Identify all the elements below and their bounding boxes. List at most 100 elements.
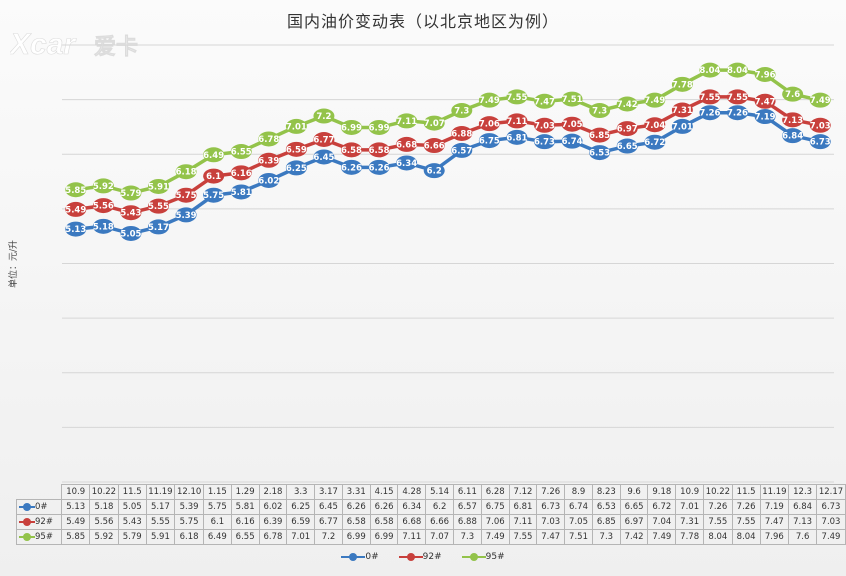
data-point <box>478 116 500 132</box>
x-tick-label: 6.11 <box>453 484 482 500</box>
data-label: 7.2 <box>316 112 331 122</box>
data-point <box>175 164 197 180</box>
table-cell: 6.39 <box>258 514 288 530</box>
data-label: 5.39 <box>176 211 197 221</box>
table-cell: 6.16 <box>230 514 260 530</box>
data-label: 6.65 <box>617 142 638 152</box>
table-cell: 7.31 <box>675 514 705 530</box>
data-point <box>423 163 445 179</box>
data-point <box>561 91 583 107</box>
data-point <box>203 187 225 203</box>
x-tick-label: 1.15 <box>202 484 232 500</box>
x-tick-label: 11.5 <box>731 484 761 500</box>
series-row-label: 0# <box>15 499 63 515</box>
data-label: 8.04 <box>727 66 748 76</box>
data-label: 6.84 <box>782 132 803 142</box>
data-label: 7.55 <box>506 93 527 103</box>
data-point <box>561 116 583 132</box>
series-points <box>65 62 831 241</box>
data-label: 5.75 <box>176 191 197 201</box>
logo-cn: 爱卡 <box>94 35 138 60</box>
data-label: 5.81 <box>231 188 252 198</box>
data-label: 6.74 <box>562 137 583 147</box>
data-label: 5.43 <box>120 209 141 219</box>
data-point <box>285 118 307 134</box>
data-point <box>644 117 666 133</box>
table-cell: 6.84 <box>788 499 817 515</box>
data-point <box>258 152 280 168</box>
data-label: 6.55 <box>231 148 252 158</box>
table-cell: 7.05 <box>564 514 593 530</box>
data-label: 7.78 <box>672 80 693 90</box>
table-cell: 6.2 <box>425 499 454 515</box>
x-tick-label: 5.14 <box>425 484 454 500</box>
data-label: 7.26 <box>727 109 748 119</box>
x-tick-label: 7.12 <box>508 484 538 500</box>
table-cell: 6.45 <box>314 499 343 515</box>
table-cell: 6.78 <box>258 529 288 545</box>
table-row: 92# 5.49 5.56 5.43 5.55 5.75 6.1 6.16 6.39 6.59 6.… <box>15 514 846 530</box>
x-tick-label: 9.18 <box>647 484 677 500</box>
data-point <box>341 159 362 175</box>
legend-item: 95# <box>461 552 505 562</box>
data-label: 6.25 <box>286 164 307 174</box>
data-label: 6.99 <box>369 123 390 133</box>
data-point <box>258 172 280 188</box>
data-point <box>644 134 666 150</box>
data-point <box>616 121 638 137</box>
table-corner <box>16 484 63 500</box>
x-tick-label: 12.10 <box>174 484 204 500</box>
data-label: 8.04 <box>699 66 720 76</box>
data-label: 7.03 <box>534 121 555 131</box>
data-point <box>65 221 87 237</box>
data-point <box>148 178 169 194</box>
table-cell: 7.26 <box>703 499 733 515</box>
data-label: 5.13 <box>65 225 86 235</box>
table-cell: 7.03 <box>816 514 846 530</box>
table-cell: 6.25 <box>286 499 316 515</box>
data-point <box>92 218 114 234</box>
data-label: 7.01 <box>672 122 693 132</box>
table-cell: 7.3 <box>591 529 621 545</box>
x-tick-label: 12.17 <box>816 484 846 500</box>
data-label: 6.26 <box>369 163 390 173</box>
data-point <box>616 96 638 112</box>
table-cell: 7.49 <box>480 529 510 545</box>
table-cell: 6.99 <box>341 529 371 545</box>
x-tick-label: 8.23 <box>591 484 621 500</box>
data-point <box>148 198 169 214</box>
x-tick-label: 3.3 <box>286 484 316 500</box>
legend: 0# 92# 95# <box>0 552 846 562</box>
table-cell: 6.58 <box>341 514 371 530</box>
table-cell: 6.18 <box>174 529 204 545</box>
data-label: 7.11 <box>396 117 417 127</box>
data-point <box>396 113 418 129</box>
data-label: 6.88 <box>451 129 472 139</box>
table-row: 95# 5.85 5.92 5.79 5.91 6.18 6.49 6.55 6.78 7.01 7… <box>15 529 846 545</box>
table-cell: 6.65 <box>619 499 649 515</box>
data-point <box>534 134 555 150</box>
data-label: 7.01 <box>286 122 307 132</box>
data-label: 7.3 <box>592 107 607 117</box>
data-point <box>120 205 142 221</box>
table-cell: 6.58 <box>369 514 399 530</box>
table-cell: 7.47 <box>759 514 790 530</box>
table-cell: 7.55 <box>703 514 733 530</box>
data-label: 7.49 <box>479 96 500 106</box>
data-label: 7.06 <box>479 120 500 130</box>
table-cell: 5.75 <box>174 514 204 530</box>
table-cell: 7.2 <box>314 529 343 545</box>
x-tick-label: 7.26 <box>536 484 566 500</box>
data-point <box>478 133 500 149</box>
x-tick-label: 10.9 <box>675 484 705 500</box>
data-point <box>368 159 390 175</box>
data-label: 5.92 <box>93 182 114 192</box>
data-label: 6.85 <box>589 131 610 141</box>
data-point <box>644 92 666 108</box>
data-label: 6.53 <box>589 149 610 159</box>
series-line-0# <box>75 110 821 236</box>
data-label: 7.47 <box>534 97 555 107</box>
data-point <box>451 142 473 158</box>
table-cell: 6.73 <box>536 499 566 515</box>
table-cell: 5.55 <box>145 514 176 530</box>
